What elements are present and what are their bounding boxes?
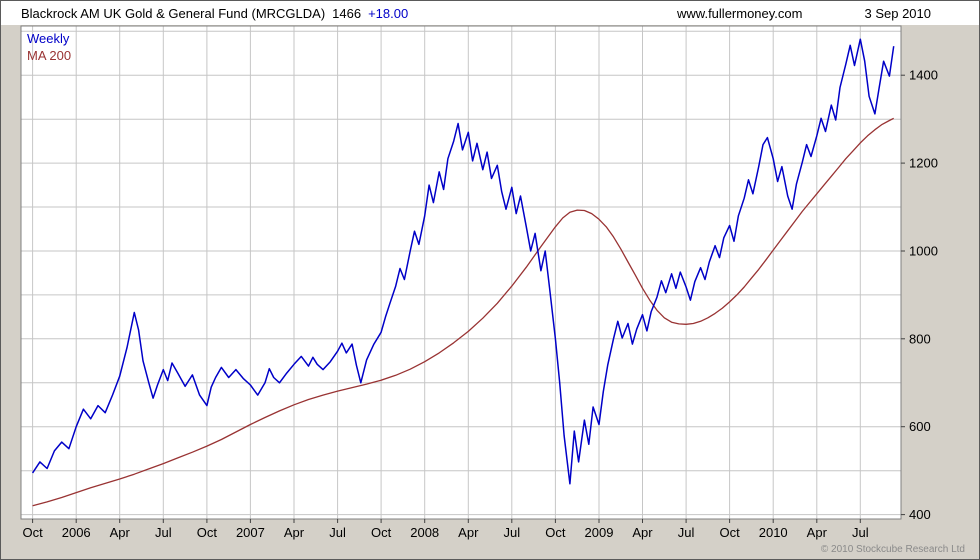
x-axis-label: Jul [852,525,869,540]
price-change: +18.00 [368,5,409,21]
fund-title: Blackrock AM UK Gold & General Fund (MRC… [21,5,326,21]
x-axis-label: Jul [678,525,695,540]
x-axis-label: Jul [329,525,346,540]
x-axis-label: 2009 [585,525,614,540]
y-axis-label: 600 [909,419,931,434]
x-axis-label: 2006 [62,525,91,540]
x-axis-label: Jul [503,525,520,540]
x-axis-label: Oct [719,525,740,540]
x-axis-label: Oct [371,525,392,540]
x-axis-label: Oct [197,525,218,540]
x-axis-label: Jul [155,525,172,540]
weekly-price-line [31,38,895,485]
x-axis-label: Apr [284,525,305,540]
chart-legend: Weekly MA 200 [27,30,71,64]
plot-background [21,26,901,519]
last-price: 1466 [332,5,362,21]
y-axis-label: 800 [909,331,931,346]
y-axis-label: 400 [909,507,931,522]
x-axis-label: 2010 [759,525,788,540]
y-axis-label: 1000 [909,244,938,259]
legend-ma200-label: MA 200 [27,48,72,63]
x-axis-label: 2007 [236,525,265,540]
copyright-notice: © 2010 Stockcube Research Ltd [820,544,965,555]
x-axis-label: 2008 [410,525,439,540]
y-axis-label: 1200 [909,156,938,171]
x-axis-label: Oct [22,525,43,540]
chart-date: 3 Sep 2010 [864,5,931,21]
x-axis-label: Apr [110,525,131,540]
x-axis-label: Apr [807,525,828,540]
x-axis-label: Apr [632,525,653,540]
website-link[interactable]: www.fullermoney.com [677,5,803,21]
plot-border [20,25,902,520]
x-axis-label: Oct [545,525,566,540]
x-axis-label: Apr [458,525,479,540]
ma200-line [32,117,894,507]
legend-weekly-label: Weekly [27,31,70,46]
title-bar: Blackrock AM UK Gold & General Fund (MRC… [1,1,979,25]
y-axis-label: 1400 [909,68,938,83]
